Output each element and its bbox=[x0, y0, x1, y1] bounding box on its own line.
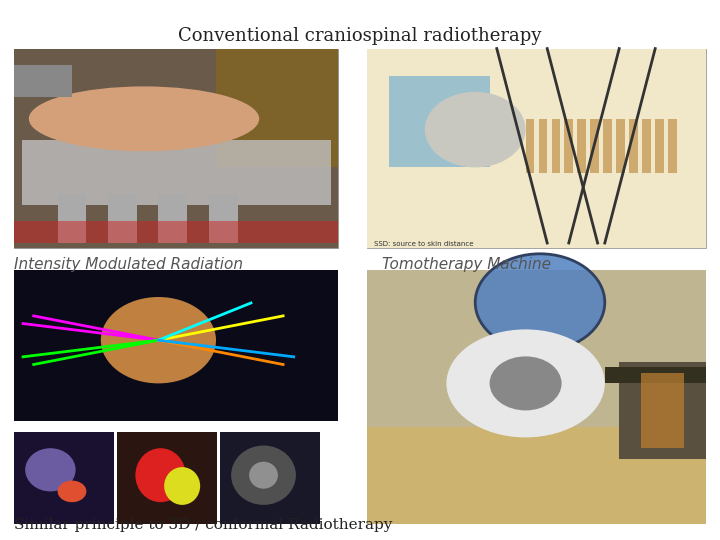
Ellipse shape bbox=[135, 448, 186, 502]
Text: Tomotherapy Machine: Tomotherapy Machine bbox=[382, 256, 551, 272]
Text: SSD: source to skin distance: SSD: source to skin distance bbox=[374, 241, 474, 247]
Bar bbox=[117, 432, 217, 524]
Circle shape bbox=[101, 297, 216, 383]
Bar bbox=[564, 119, 573, 173]
Bar bbox=[590, 119, 599, 173]
Bar bbox=[14, 221, 338, 243]
Ellipse shape bbox=[29, 86, 259, 151]
Bar bbox=[22, 140, 331, 205]
Bar bbox=[209, 194, 238, 243]
Ellipse shape bbox=[25, 448, 76, 491]
Bar bbox=[220, 432, 320, 524]
Bar bbox=[14, 270, 338, 421]
Bar bbox=[552, 119, 560, 173]
Bar bbox=[605, 367, 706, 383]
Bar bbox=[14, 432, 114, 524]
Bar bbox=[603, 119, 612, 173]
Ellipse shape bbox=[249, 462, 278, 489]
Bar bbox=[367, 270, 706, 427]
Bar bbox=[526, 119, 534, 173]
Bar bbox=[158, 194, 187, 243]
Bar bbox=[14, 49, 338, 248]
Bar bbox=[367, 427, 706, 524]
Bar bbox=[655, 119, 664, 173]
Text: Conventional craniospinal radiotherapy: Conventional craniospinal radiotherapy bbox=[179, 27, 541, 45]
Bar bbox=[58, 194, 86, 243]
Bar bbox=[367, 49, 706, 248]
Bar bbox=[641, 373, 684, 448]
Bar bbox=[539, 119, 547, 173]
Circle shape bbox=[425, 92, 526, 167]
Ellipse shape bbox=[164, 467, 200, 505]
Bar bbox=[216, 49, 338, 167]
Ellipse shape bbox=[58, 481, 86, 502]
Bar bbox=[389, 76, 490, 167]
Bar bbox=[14, 65, 72, 97]
Text: Intensity Modulated Radiation: Intensity Modulated Radiation bbox=[14, 256, 243, 272]
Text: Similar principle to 3D / conformal Radiotherapy: Similar principle to 3D / conformal Radi… bbox=[14, 518, 393, 532]
Bar bbox=[577, 119, 586, 173]
Bar bbox=[629, 119, 638, 173]
Bar bbox=[616, 119, 625, 173]
Ellipse shape bbox=[490, 356, 562, 410]
Bar bbox=[668, 119, 677, 173]
Bar bbox=[367, 270, 706, 524]
Circle shape bbox=[475, 254, 605, 351]
FancyBboxPatch shape bbox=[14, 49, 338, 248]
Ellipse shape bbox=[446, 329, 605, 437]
Bar bbox=[619, 362, 706, 459]
FancyBboxPatch shape bbox=[367, 49, 706, 248]
Ellipse shape bbox=[231, 446, 296, 505]
Bar bbox=[642, 119, 651, 173]
Bar bbox=[108, 194, 137, 243]
